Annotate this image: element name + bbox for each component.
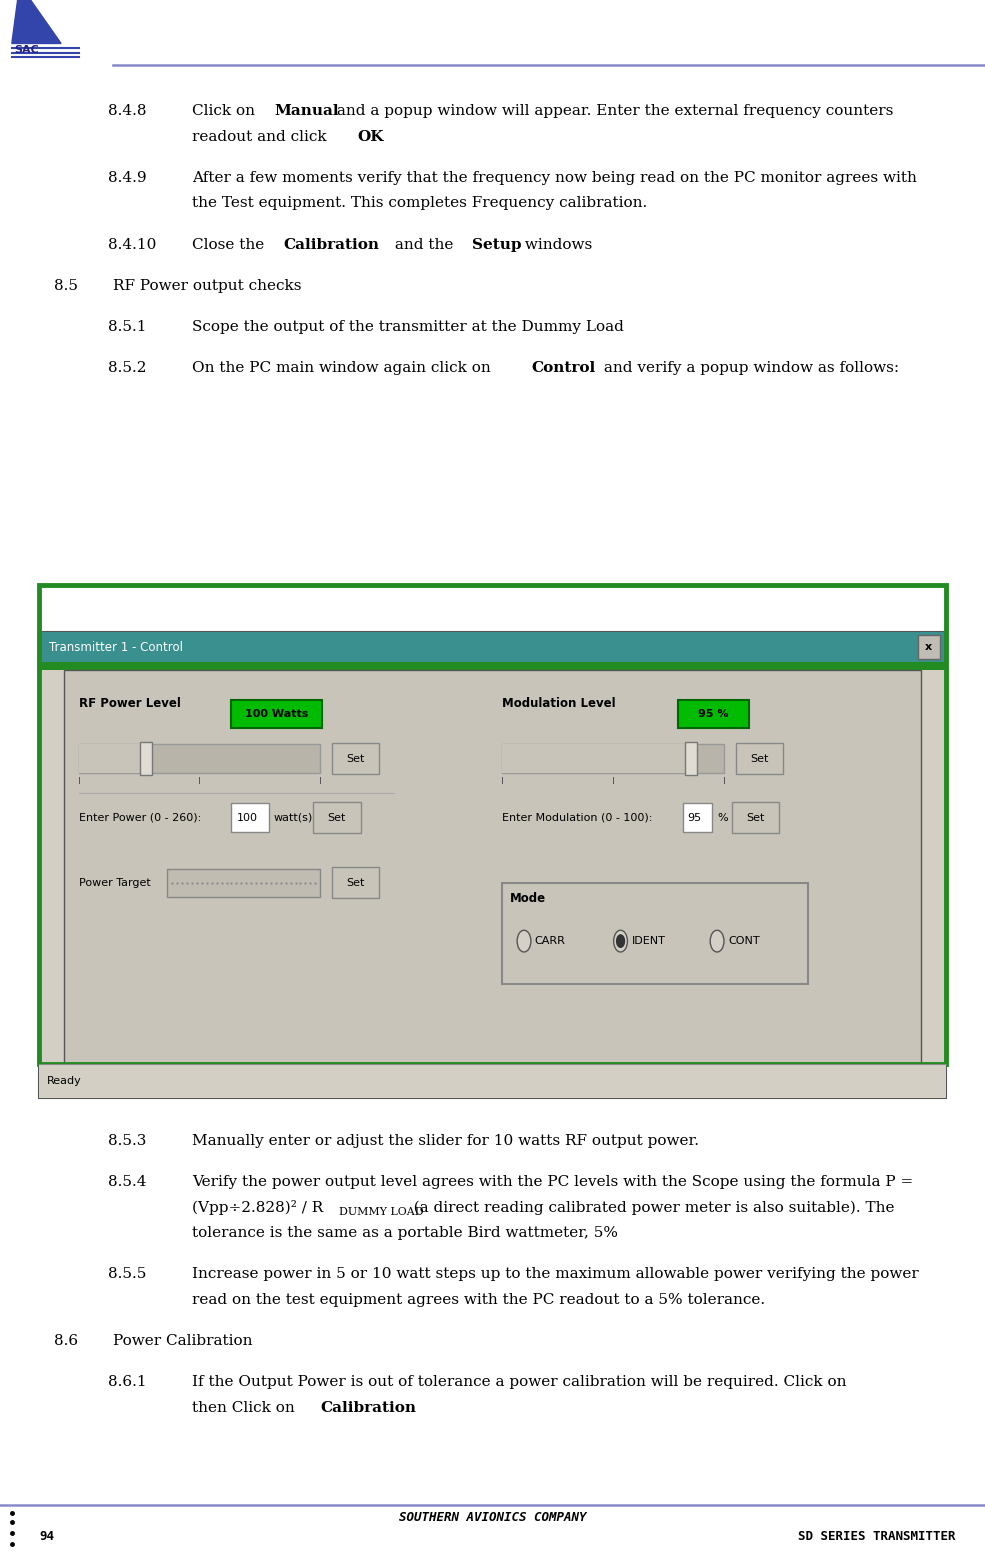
FancyBboxPatch shape [39, 1064, 946, 1098]
Text: Click on: Click on [192, 104, 260, 118]
FancyBboxPatch shape [683, 803, 712, 832]
Text: tolerance is the same as a portable Bird wattmeter, 5%: tolerance is the same as a portable Bird… [192, 1227, 618, 1241]
FancyBboxPatch shape [79, 744, 147, 773]
Text: Setup: Setup [472, 238, 522, 252]
Text: 8.4.9: 8.4.9 [108, 171, 147, 185]
Text: SD SERIES TRANSMITTER: SD SERIES TRANSMITTER [798, 1530, 955, 1542]
FancyBboxPatch shape [313, 801, 361, 832]
Text: 8.5.2: 8.5.2 [108, 360, 147, 376]
Text: Power Target: Power Target [79, 877, 151, 888]
FancyBboxPatch shape [39, 632, 946, 662]
Text: watt(s): watt(s) [274, 812, 313, 823]
Text: x: x [925, 643, 933, 652]
Text: 8.5.3: 8.5.3 [108, 1134, 147, 1148]
FancyBboxPatch shape [39, 632, 946, 1098]
Text: (Vpp÷2.828)² / R: (Vpp÷2.828)² / R [192, 1200, 323, 1216]
Text: 8.5.4: 8.5.4 [108, 1174, 147, 1190]
Text: RF Power output checks: RF Power output checks [113, 278, 301, 294]
Text: Set: Set [328, 812, 346, 823]
Text: If the Output Power is out of tolerance a power calibration will be required. Cl: If the Output Power is out of tolerance … [192, 1376, 851, 1390]
Text: readout and click: readout and click [192, 129, 332, 144]
Text: SAC: SAC [14, 45, 38, 54]
Text: DUMMY LOAD: DUMMY LOAD [339, 1207, 424, 1218]
Text: 100 Watts: 100 Watts [245, 708, 308, 719]
FancyBboxPatch shape [685, 742, 696, 775]
Text: Calibration: Calibration [320, 1401, 417, 1415]
Text: Set: Set [747, 812, 764, 823]
Text: and the: and the [390, 238, 458, 252]
Text: 8.5.5: 8.5.5 [108, 1267, 147, 1281]
FancyBboxPatch shape [39, 662, 946, 671]
Text: and a popup window will appear. Enter the external frequency counters: and a popup window will appear. Enter th… [332, 104, 893, 118]
FancyBboxPatch shape [64, 671, 921, 1064]
Text: Increase power in 5 or 10 watt steps up to the maximum allowable power verifying: Increase power in 5 or 10 watt steps up … [192, 1267, 919, 1281]
FancyBboxPatch shape [502, 744, 724, 773]
Text: IDENT: IDENT [631, 936, 665, 946]
FancyBboxPatch shape [732, 801, 779, 832]
Text: Manually enter or adjust the slider for 10 watts RF output power.: Manually enter or adjust the slider for … [192, 1134, 699, 1148]
Text: 94: 94 [39, 1530, 54, 1542]
Text: CARR: CARR [535, 936, 565, 946]
FancyBboxPatch shape [79, 744, 320, 773]
Text: Scope the output of the transmitter at the Dummy Load: Scope the output of the transmitter at t… [192, 320, 624, 334]
Text: read on the test equipment agrees with the PC readout to a 5% tolerance.: read on the test equipment agrees with t… [192, 1292, 765, 1308]
Text: then Click on: then Click on [192, 1401, 299, 1415]
Text: On the PC main window again click on: On the PC main window again click on [192, 360, 495, 376]
Text: 8.5: 8.5 [54, 278, 78, 294]
FancyBboxPatch shape [502, 744, 690, 773]
Text: Ready: Ready [47, 1076, 82, 1086]
Text: Set: Set [751, 753, 768, 764]
Text: 95: 95 [688, 812, 701, 823]
Text: Mode: Mode [510, 891, 547, 905]
Circle shape [617, 935, 624, 947]
Text: Enter Modulation (0 - 100):: Enter Modulation (0 - 100): [502, 812, 653, 823]
Text: Set: Set [347, 753, 364, 764]
Circle shape [517, 930, 531, 952]
Text: 8.6: 8.6 [54, 1334, 78, 1348]
Text: CONT: CONT [728, 936, 759, 946]
FancyBboxPatch shape [736, 744, 783, 775]
FancyBboxPatch shape [167, 870, 320, 898]
Text: windows: windows [520, 238, 593, 252]
Text: Set: Set [347, 877, 364, 888]
Text: 8.5.1: 8.5.1 [108, 320, 147, 334]
Text: 8.4.8: 8.4.8 [108, 104, 147, 118]
Text: SOUTHERN AVIONICS COMPANY: SOUTHERN AVIONICS COMPANY [399, 1511, 586, 1523]
FancyBboxPatch shape [332, 744, 379, 775]
FancyBboxPatch shape [231, 803, 269, 832]
Text: and verify a popup window as follows:: and verify a popup window as follows: [599, 360, 898, 376]
Text: Control: Control [531, 360, 596, 376]
Text: the Test equipment. This completes Frequency calibration.: the Test equipment. This completes Frequ… [192, 196, 647, 211]
Text: RF Power Level: RF Power Level [79, 696, 180, 710]
Text: %: % [717, 812, 728, 823]
Circle shape [614, 930, 627, 952]
Text: Manual: Manual [275, 104, 339, 118]
Text: Transmitter 1 - Control: Transmitter 1 - Control [49, 641, 183, 654]
FancyBboxPatch shape [678, 699, 749, 727]
FancyBboxPatch shape [141, 742, 153, 775]
FancyBboxPatch shape [332, 868, 379, 898]
Text: Power Calibration: Power Calibration [113, 1334, 253, 1348]
Text: Verify the power output level agrees with the PC levels with the Scope using the: Verify the power output level agrees wit… [192, 1174, 913, 1190]
Text: After a few moments verify that the frequency now being read on the PC monitor a: After a few moments verify that the freq… [192, 171, 917, 185]
Text: Enter Power (0 - 260):: Enter Power (0 - 260): [79, 812, 201, 823]
Polygon shape [12, 0, 61, 43]
Text: 8.6.1: 8.6.1 [108, 1376, 147, 1390]
Text: 100: 100 [236, 812, 257, 823]
Text: OK: OK [358, 129, 383, 144]
Text: Close the: Close the [192, 238, 269, 252]
Text: 95 %: 95 % [698, 708, 728, 719]
FancyBboxPatch shape [502, 882, 808, 985]
FancyBboxPatch shape [231, 699, 322, 727]
FancyBboxPatch shape [918, 635, 940, 658]
Text: 8.4.10: 8.4.10 [108, 238, 157, 252]
Circle shape [710, 930, 724, 952]
Text: (a direct reading calibrated power meter is also suitable). The: (a direct reading calibrated power meter… [399, 1200, 894, 1214]
Text: Modulation Level: Modulation Level [502, 696, 616, 710]
Text: Calibration: Calibration [284, 238, 380, 252]
